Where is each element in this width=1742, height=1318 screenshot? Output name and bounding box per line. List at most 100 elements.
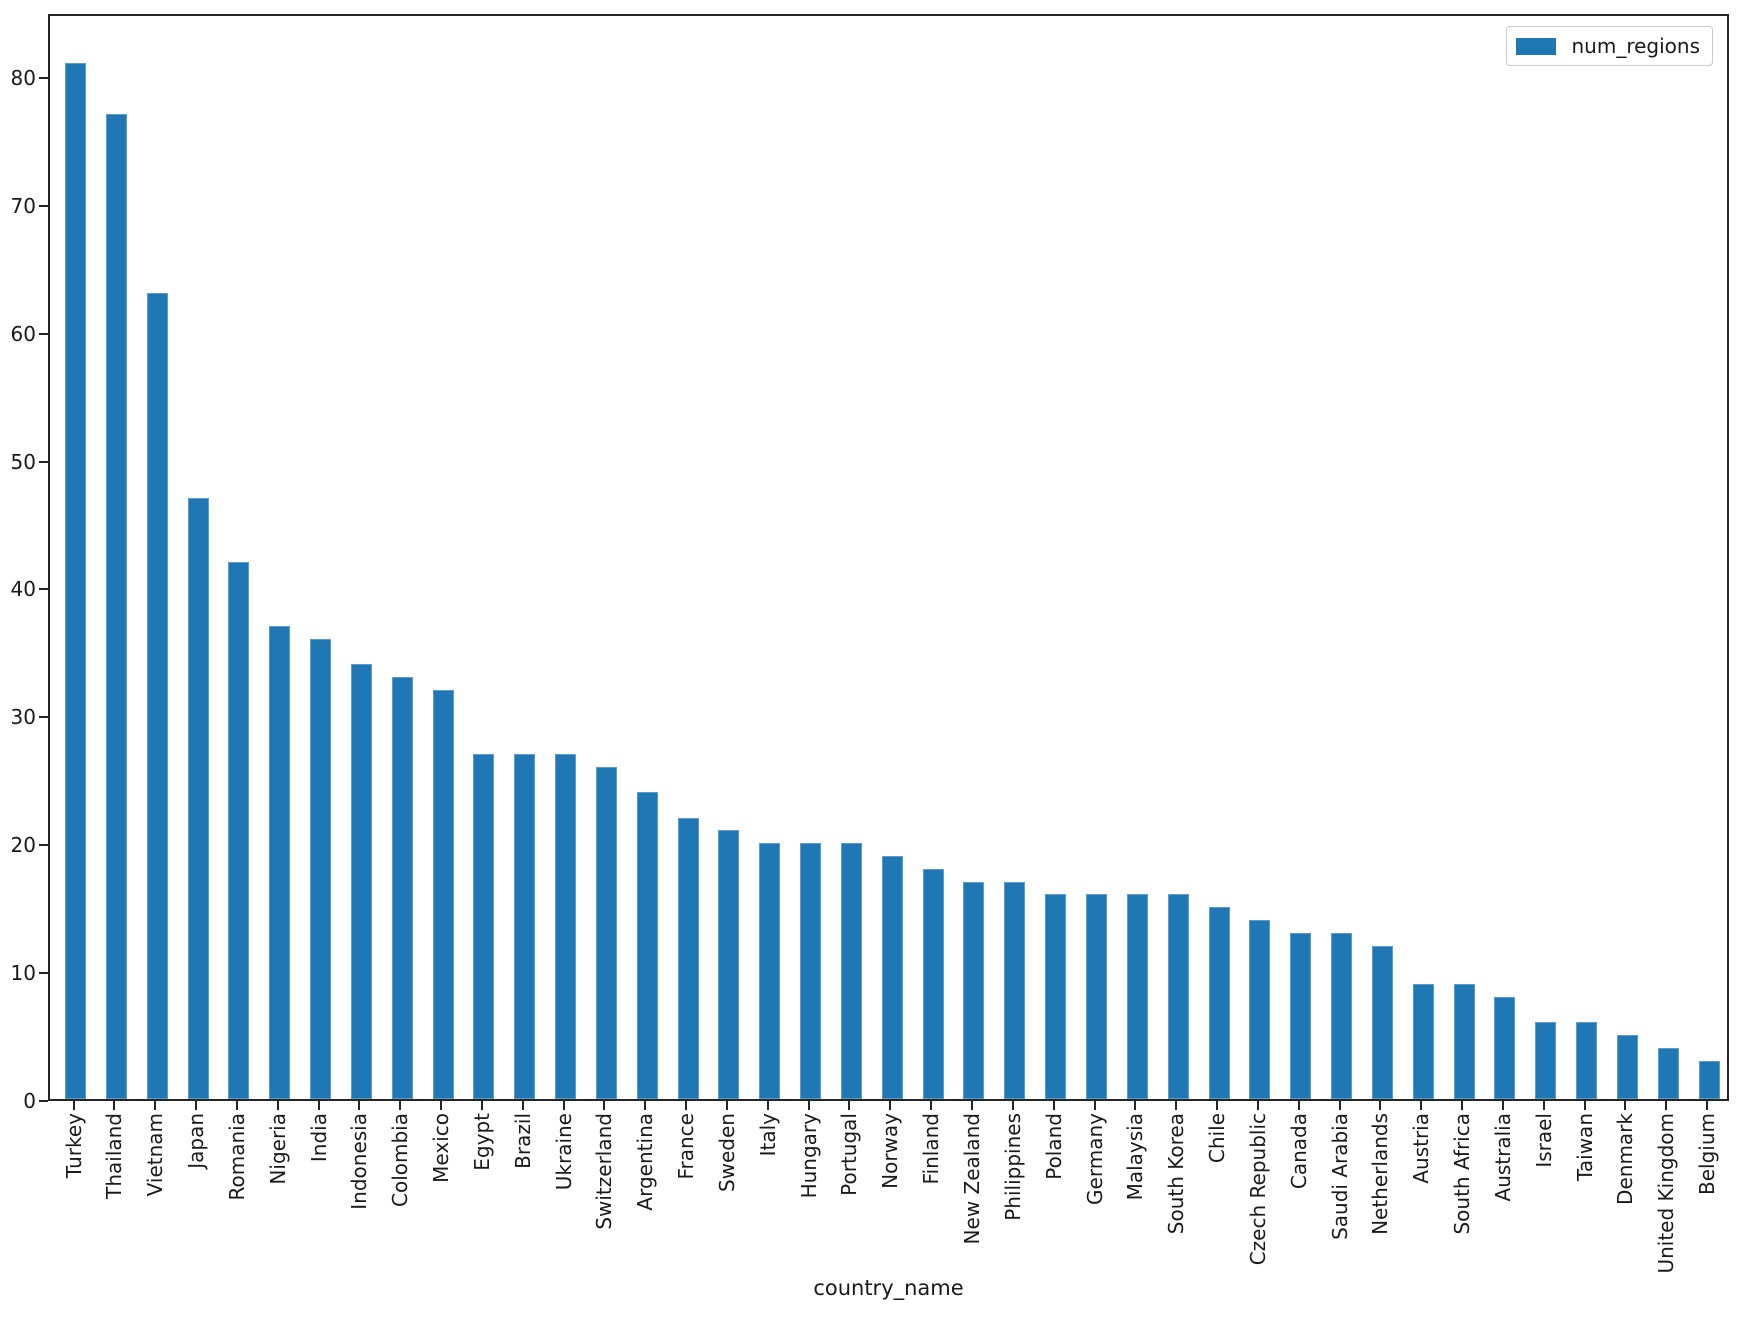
bar: [1045, 894, 1067, 1099]
x-tick-label: Malaysia: [1123, 1113, 1148, 1201]
x-tick-mark: [1216, 1101, 1219, 1110]
x-tick-label: Indonesia: [347, 1113, 372, 1210]
plot-area: num_regions: [48, 14, 1729, 1101]
y-tick-mark: [39, 76, 48, 79]
x-tick-mark: [1052, 1101, 1055, 1110]
bar: [105, 114, 127, 1099]
bar: [1167, 894, 1189, 1099]
y-tick-label: 70: [10, 193, 36, 218]
x-tick-label: Colombia: [388, 1113, 413, 1207]
x-tick-mark: [358, 1101, 361, 1110]
x-tick-label: South Korea: [1164, 1113, 1189, 1235]
bar: [1086, 894, 1107, 1099]
bar: [1004, 882, 1026, 1099]
x-tick-label: Saudi Arabia: [1327, 1113, 1352, 1240]
legend-color-swatch: [1516, 37, 1557, 55]
y-tick-label: 80: [10, 65, 36, 90]
x-tick-label: New Zealand: [959, 1113, 984, 1245]
x-tick-label: Mexico: [429, 1113, 454, 1183]
legend: num_regions: [1506, 26, 1713, 66]
x-tick-mark: [1338, 1101, 1341, 1110]
bar: [595, 767, 617, 1099]
bar: [881, 856, 903, 1099]
x-tick-label: Sweden: [714, 1113, 739, 1193]
x-tick-mark: [1297, 1101, 1300, 1110]
x-tick-mark: [848, 1101, 851, 1110]
x-tick-mark: [1420, 1101, 1423, 1110]
y-tick-label: 40: [10, 577, 36, 602]
bar: [269, 626, 291, 1099]
x-tick-mark: [399, 1101, 402, 1110]
bar: [759, 843, 781, 1099]
x-tick-mark: [970, 1101, 973, 1110]
x-tick-label: Netherlands: [1368, 1113, 1393, 1235]
x-tick-label: Austria: [1409, 1113, 1434, 1184]
y-tick-mark: [39, 332, 48, 335]
bar: [1453, 984, 1475, 1099]
bar: [963, 882, 985, 1099]
y-tick-label: 60: [10, 321, 36, 346]
x-tick-label: South Africa: [1450, 1113, 1475, 1235]
x-axis-label: country_name: [813, 1276, 964, 1300]
y-tick-label: 50: [10, 449, 36, 474]
bar: [636, 792, 658, 1099]
bar: [146, 293, 168, 1099]
x-tick-label: France: [674, 1113, 699, 1180]
x-tick-label: Canada: [1286, 1113, 1311, 1190]
x-tick-mark: [685, 1101, 688, 1110]
x-tick-label: Hungary: [796, 1113, 821, 1199]
x-tick-mark: [1501, 1101, 1504, 1110]
x-tick-mark: [603, 1101, 606, 1110]
x-tick-mark: [276, 1101, 279, 1110]
bar: [1657, 1048, 1679, 1099]
bar: [1494, 997, 1516, 1099]
bar: [800, 843, 822, 1099]
bar: [228, 562, 250, 1099]
bar: [1208, 907, 1230, 1099]
x-tick-mark: [644, 1101, 647, 1110]
bar: [1249, 920, 1271, 1099]
x-tick-label: Vietnam: [143, 1113, 168, 1197]
y-tick-label: 0: [23, 1089, 36, 1113]
x-tick-label: Ukraine: [551, 1113, 576, 1191]
y-tick-mark: [39, 844, 48, 847]
y-tick-label: 30: [10, 705, 36, 730]
x-tick-mark: [766, 1101, 769, 1110]
x-tick-mark: [562, 1101, 565, 1110]
bar: [1126, 894, 1148, 1099]
x-tick-mark: [317, 1101, 320, 1110]
x-tick-label: Czech Republic: [1245, 1113, 1270, 1266]
y-tick-label: 20: [10, 833, 36, 858]
x-tick-label: Nigeria: [265, 1113, 290, 1185]
bar: [1698, 1061, 1720, 1099]
bar: [1576, 1022, 1598, 1099]
y-tick-mark: [39, 588, 48, 591]
x-tick-mark: [1542, 1101, 1545, 1110]
x-tick-mark: [1665, 1101, 1668, 1110]
x-tick-mark: [1175, 1101, 1178, 1110]
x-tick-label: Australia: [1490, 1113, 1515, 1202]
x-tick-mark: [113, 1101, 116, 1110]
x-tick-mark: [195, 1101, 198, 1110]
x-tick-mark: [1093, 1101, 1096, 1110]
bar: [1616, 1035, 1638, 1099]
x-tick-mark: [154, 1101, 157, 1110]
bar: [1290, 933, 1312, 1099]
x-tick-label: Chile: [1205, 1113, 1230, 1164]
x-tick-label: Thailand: [102, 1113, 127, 1199]
bar: [65, 63, 86, 1099]
x-tick-mark: [1256, 1101, 1259, 1110]
bar: [187, 498, 209, 1099]
x-tick-mark: [235, 1101, 238, 1110]
x-tick-label: Germany: [1082, 1113, 1107, 1205]
x-tick-mark: [725, 1101, 728, 1110]
x-tick-label: Switzerland: [592, 1113, 617, 1230]
x-tick-label: Japan: [184, 1113, 209, 1169]
bar: [1331, 933, 1353, 1099]
x-tick-mark: [889, 1101, 892, 1110]
x-tick-label: India: [306, 1113, 331, 1163]
bar: [555, 754, 577, 1099]
x-tick-label: Argentina: [633, 1113, 658, 1211]
x-tick-label: Taiwan: [1572, 1113, 1597, 1182]
x-tick-mark: [72, 1101, 75, 1110]
